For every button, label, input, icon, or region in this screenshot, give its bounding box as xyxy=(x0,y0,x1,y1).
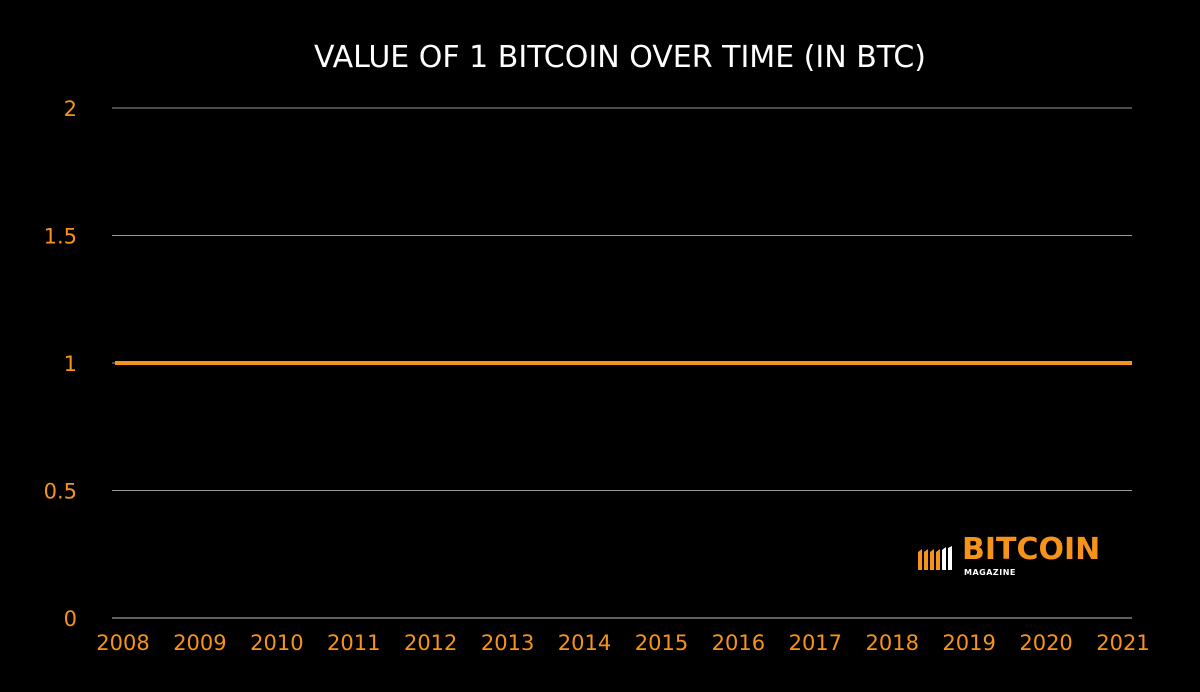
x-tick-label: 2011 xyxy=(327,631,380,655)
bitcoin-magazine-logo: BITCOIN MAGAZINE xyxy=(918,532,1128,582)
x-tick-label: 2010 xyxy=(250,631,303,655)
y-tick-label: 0 xyxy=(64,607,77,631)
brand-subtitle: MAGAZINE xyxy=(964,568,1016,577)
y-axis: 0 0.5 1 1.5 2 xyxy=(44,97,77,631)
x-tick-label: 2019 xyxy=(942,631,995,655)
brand-name: BITCOIN xyxy=(962,532,1101,567)
x-tick-label: 2017 xyxy=(789,631,842,655)
x-tick-label: 2013 xyxy=(481,631,534,655)
y-tick-label: 1 xyxy=(64,352,77,376)
y-tick-label: 2 xyxy=(64,97,77,121)
x-axis: 2008 2009 2010 2011 2012 2013 2014 2015 2016 2017… xyxy=(96,631,1149,655)
x-tick-label: 2020 xyxy=(1019,631,1072,655)
x-tick-label: 2014 xyxy=(558,631,611,655)
x-tick-label: 2008 xyxy=(96,631,149,655)
x-tick-label: 2016 xyxy=(712,631,765,655)
bitcoin-magazine-logo-icon xyxy=(918,546,952,570)
x-tick-label: 2018 xyxy=(866,631,919,655)
x-tick-label: 2021 xyxy=(1096,631,1149,655)
y-tick-label: 0.5 xyxy=(44,480,77,504)
x-tick-label: 2009 xyxy=(173,631,226,655)
y-tick-label: 1.5 xyxy=(44,225,77,249)
x-tick-label: 2015 xyxy=(635,631,688,655)
chart-title: VALUE OF 1 BITCOIN OVER TIME (IN BTC) xyxy=(313,40,927,75)
x-tick-label: 2012 xyxy=(404,631,457,655)
